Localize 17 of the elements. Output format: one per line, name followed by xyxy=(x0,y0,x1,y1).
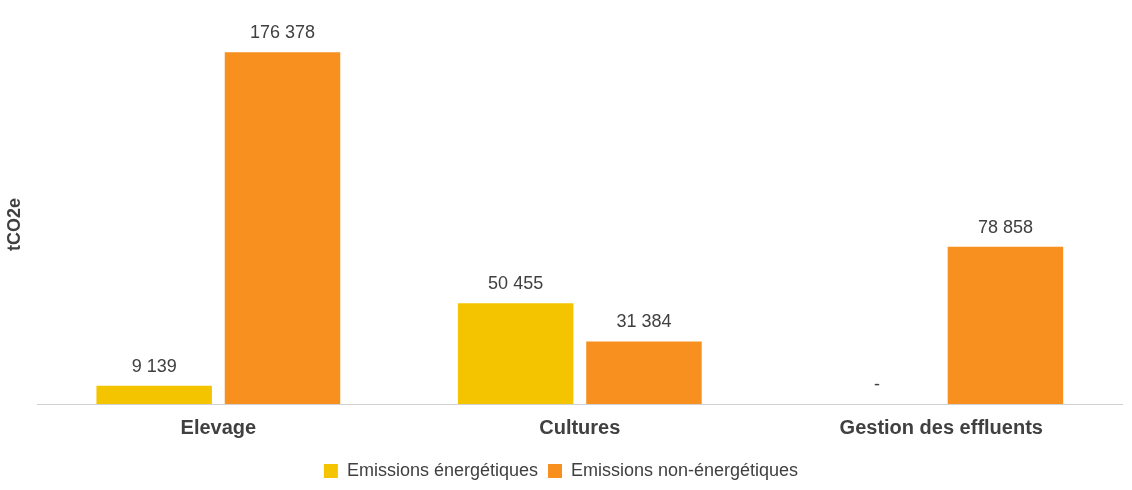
data-label: 176 378 xyxy=(249,22,316,43)
data-label: 9 139 xyxy=(131,355,177,376)
x-tick-label: Cultures xyxy=(539,415,621,438)
bar xyxy=(224,52,341,404)
bar xyxy=(96,385,212,404)
bar xyxy=(947,246,1064,404)
legend-label: Emissions énergétiques xyxy=(346,459,538,480)
bar xyxy=(586,341,702,404)
text: - xyxy=(874,373,881,394)
data-label: 31 384 xyxy=(616,311,672,332)
x-tick-label: Gestion des effluents xyxy=(839,415,1043,438)
x-tick-label: Elevage xyxy=(180,415,257,438)
data-label: 50 455 xyxy=(488,273,544,294)
bar xyxy=(457,303,574,404)
legend-label: Emissions non-énergétiques xyxy=(570,459,799,480)
y-axis-title: tCO2e xyxy=(3,197,24,252)
data-label: 78 858 xyxy=(977,216,1033,237)
